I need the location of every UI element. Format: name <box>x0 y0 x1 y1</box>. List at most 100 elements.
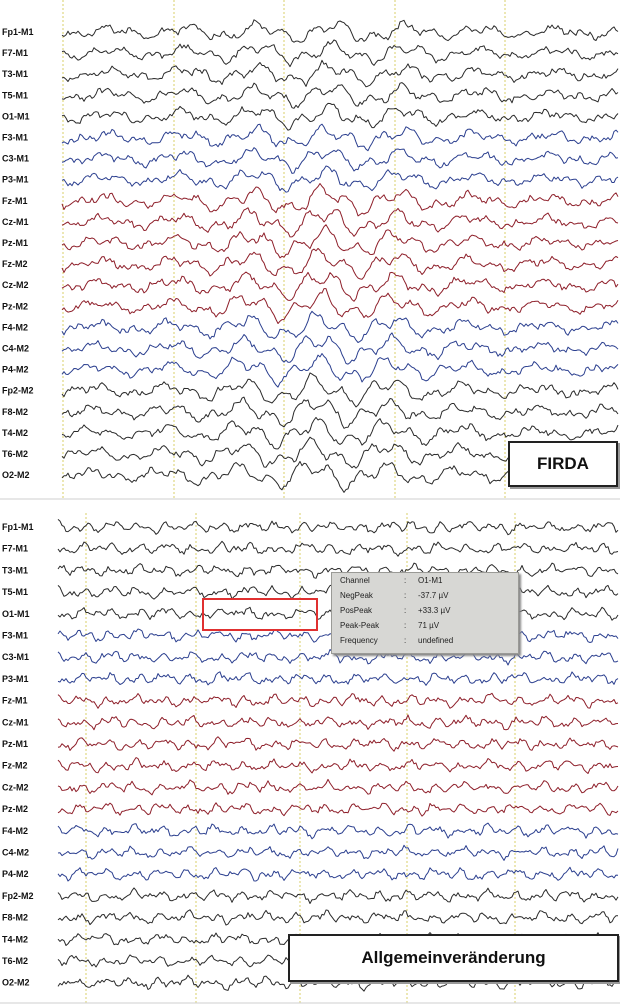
channel-label: T6-M2 <box>2 449 28 459</box>
channel-label: F3-M1 <box>2 133 28 143</box>
channel-label: C3-M1 <box>2 154 29 164</box>
channel-label: T4-M2 <box>2 428 28 438</box>
channel-labels: Fp1-M1 F7-M1 T3-M1 T5-M1 O1-M1 F3-M1 C3-M1 P3-M… <box>2 27 34 988</box>
channel-label: F8-M2 <box>2 913 28 923</box>
channel-label: T6-M2 <box>2 956 28 966</box>
tooltip-colon: : <box>404 591 407 600</box>
eeg-trace <box>57 844 619 861</box>
tooltip-value: -37.7 µV <box>418 591 449 600</box>
channel-label: F7-M1 <box>2 544 28 554</box>
channel-label: Cz-M2 <box>2 280 29 290</box>
eeg-trace <box>61 353 619 388</box>
tooltip-row: Frequency : undefined <box>340 636 516 648</box>
tooltip-row: NegPeak : -37.7 µV <box>340 591 516 603</box>
eeg-trace <box>61 59 619 88</box>
panel-label-firda: FIRDA <box>508 441 618 487</box>
eeg-trace <box>57 866 619 882</box>
eeg-trace <box>61 39 619 68</box>
channel-label: Fz-M2 <box>2 761 28 771</box>
eeg-trace <box>61 19 619 43</box>
eeg-trace <box>57 802 619 817</box>
eeg-trace <box>57 692 619 709</box>
channel-label: F7-M1 <box>2 48 28 58</box>
eeg-trace <box>61 332 619 365</box>
eeg-trace <box>57 778 619 796</box>
channel-label: C4-M2 <box>2 344 29 354</box>
tooltip-colon: : <box>404 576 407 585</box>
eeg-trace <box>57 671 619 686</box>
channel-label: T3-M1 <box>2 565 28 575</box>
channel-label: O1-M1 <box>2 609 30 619</box>
channel-label: T4-M2 <box>2 934 28 944</box>
tooltip-key: Channel <box>340 576 370 585</box>
tooltip-key: NegPeak <box>340 591 373 600</box>
tooltip-value: +33.3 µV <box>418 606 451 615</box>
tooltip-value: undefined <box>418 636 454 645</box>
channel-label: O2-M2 <box>2 978 30 988</box>
channel-label: Fp1-M1 <box>2 522 34 532</box>
tooltip-key: PosPeak <box>340 606 373 615</box>
eeg-trace <box>61 247 619 280</box>
tooltip-key: Peak-Peak <box>340 621 380 630</box>
eeg-trace <box>61 82 619 109</box>
channel-label: F4-M2 <box>2 826 28 836</box>
eeg-trace <box>61 123 619 152</box>
eeg-trace <box>61 372 619 408</box>
eeg-trace <box>57 562 619 579</box>
eeg-traces <box>57 19 619 992</box>
tooltip-row: Peak-Peak : 71 µV <box>340 621 516 633</box>
eeg-trace <box>61 271 619 302</box>
eeg-trace <box>61 207 619 238</box>
tooltip-row: PosPeak : +33.3 µV <box>340 606 516 618</box>
eeg-trace <box>57 540 619 557</box>
eeg-trace <box>57 822 619 840</box>
tooltip-value: 71 µV <box>418 621 440 630</box>
channel-label: Pz-M1 <box>2 739 28 749</box>
channel-label: P3-M1 <box>2 674 29 684</box>
measurement-tooltip: Channel : O1-M1 NegPeak : -37.7 µV PosPe… <box>331 572 519 654</box>
channel-label: Pz-M1 <box>2 238 28 248</box>
eeg-trace <box>61 165 619 193</box>
eeg-trace <box>61 147 619 174</box>
channel-label: Pz-M2 <box>2 301 28 311</box>
eeg-trace <box>61 102 619 131</box>
channel-label: P4-M2 <box>2 365 29 375</box>
channel-label: Cz-M2 <box>2 782 29 792</box>
eeg-trace <box>61 416 619 450</box>
channel-label: F8-M2 <box>2 407 28 417</box>
channel-label: T5-M1 <box>2 90 28 100</box>
channel-label: Fz-M1 <box>2 196 28 206</box>
channel-label: Cz-M1 <box>2 717 29 727</box>
channel-label: Fp1-M1 <box>2 27 34 37</box>
eeg-trace <box>61 288 619 324</box>
channel-label: F3-M1 <box>2 631 28 641</box>
tooltip-value: O1-M1 <box>418 576 443 585</box>
tooltip-colon: : <box>404 606 407 615</box>
eeg-trace <box>61 310 619 343</box>
channel-label: Fz-M2 <box>2 259 28 269</box>
channel-label: P4-M2 <box>2 869 29 879</box>
tooltip-key: Frequency <box>340 636 378 645</box>
tooltip-colon: : <box>404 636 407 645</box>
channel-label: O1-M1 <box>2 111 30 121</box>
eeg-trace <box>57 519 619 536</box>
tooltip-row: Channel : O1-M1 <box>340 576 516 588</box>
eeg-trace <box>57 887 619 904</box>
eeg-trace <box>57 757 619 774</box>
eeg-trace <box>61 183 619 217</box>
channel-label: C3-M1 <box>2 652 29 662</box>
channel-label: Fp2-M2 <box>2 386 34 396</box>
channel-label: C4-M2 <box>2 848 29 858</box>
channel-label: Fp2-M2 <box>2 891 34 901</box>
channel-label: T5-M1 <box>2 587 28 597</box>
tooltip-colon: : <box>404 621 407 630</box>
channel-label: F4-M2 <box>2 322 28 332</box>
eeg-trace <box>57 909 619 926</box>
eeg-trace <box>57 736 619 752</box>
selection-box[interactable] <box>202 598 318 631</box>
eeg-trace <box>61 224 619 259</box>
panel-label-allgemeinveraenderung: Allgemeinveränderung <box>288 934 619 982</box>
channel-label: Cz-M1 <box>2 217 29 227</box>
channel-label: P3-M1 <box>2 175 29 185</box>
